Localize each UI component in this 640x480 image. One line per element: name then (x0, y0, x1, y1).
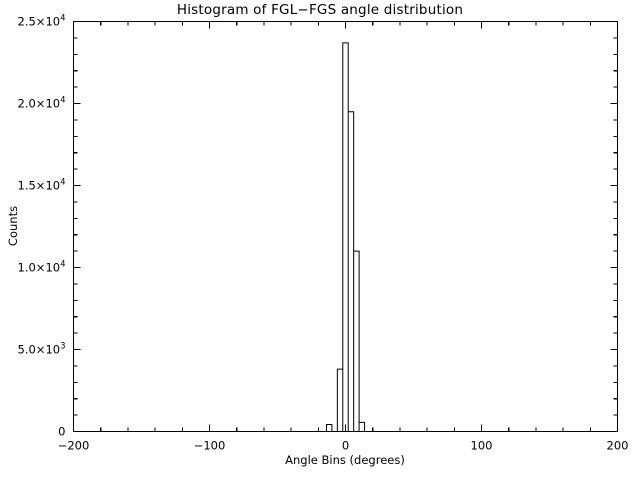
y-tick-label: 5.0×103 (18, 342, 66, 357)
x-tick-label: 200 (607, 439, 629, 453)
y-tick-label: 1.0×104 (18, 260, 66, 275)
x-axis-label: Angle Bins (degrees) (285, 453, 405, 467)
y-tick-label: 0 (58, 425, 65, 439)
y-tick-label: 1.5×104 (18, 178, 66, 193)
plot-frame (72, 20, 619, 433)
x-tick-label: −100 (194, 439, 226, 453)
y-axis-label: Counts (6, 206, 20, 246)
x-axis-tick-labels: −200 −100 0 100 200 (58, 439, 629, 453)
page-title: Histogram of FGL−FGS angle distribution (176, 2, 464, 18)
x-tick-label: 0 (342, 439, 349, 453)
x-tick-label: 100 (471, 439, 493, 453)
x-axis-ticks (72, 21, 619, 432)
x-tick-label: −200 (58, 439, 90, 453)
y-tick-label: 2.0×104 (18, 96, 66, 111)
y-axis-ticks (73, 20, 618, 433)
histogram-trace (73, 42, 618, 432)
y-tick-label: 2.5×104 (18, 14, 66, 29)
y-axis-tick-labels: 0 5.0×103 1.0×104 1.5×104 2.0×104 2.5×104 (18, 14, 66, 439)
